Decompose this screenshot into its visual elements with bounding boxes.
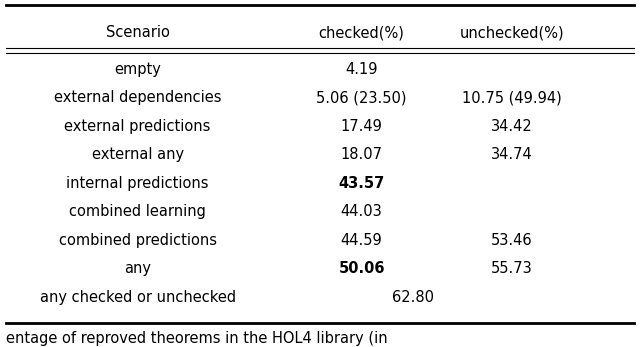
Text: external any: external any <box>92 147 184 162</box>
Text: 18.07: 18.07 <box>340 147 383 162</box>
Text: any checked or unchecked: any checked or unchecked <box>40 289 236 305</box>
Text: 55.73: 55.73 <box>491 261 533 276</box>
Text: 43.57: 43.57 <box>339 176 385 191</box>
Text: 44.03: 44.03 <box>340 204 383 219</box>
Text: 5.06 (23.50): 5.06 (23.50) <box>316 90 407 105</box>
Text: checked(%): checked(%) <box>319 25 404 41</box>
Text: 34.74: 34.74 <box>491 147 533 162</box>
Text: combined learning: combined learning <box>69 204 206 219</box>
Text: Scenario: Scenario <box>106 25 170 41</box>
Text: combined predictions: combined predictions <box>59 232 216 248</box>
Text: 34.42: 34.42 <box>491 119 533 134</box>
Text: internal predictions: internal predictions <box>67 176 209 191</box>
Text: external predictions: external predictions <box>65 119 211 134</box>
Text: unchecked(%): unchecked(%) <box>460 25 564 41</box>
Text: 53.46: 53.46 <box>491 232 533 248</box>
Text: 10.75 (49.94): 10.75 (49.94) <box>462 90 562 105</box>
Text: 62.80: 62.80 <box>392 289 434 305</box>
Text: 44.59: 44.59 <box>340 232 383 248</box>
Text: 4.19: 4.19 <box>346 62 378 77</box>
Text: 50.06: 50.06 <box>339 261 385 276</box>
Text: any: any <box>124 261 151 276</box>
Text: external dependencies: external dependencies <box>54 90 221 105</box>
Text: entage of reproved theorems in the HOL4 library (in: entage of reproved theorems in the HOL4 … <box>6 331 388 346</box>
Text: empty: empty <box>114 62 161 77</box>
Text: 17.49: 17.49 <box>340 119 383 134</box>
